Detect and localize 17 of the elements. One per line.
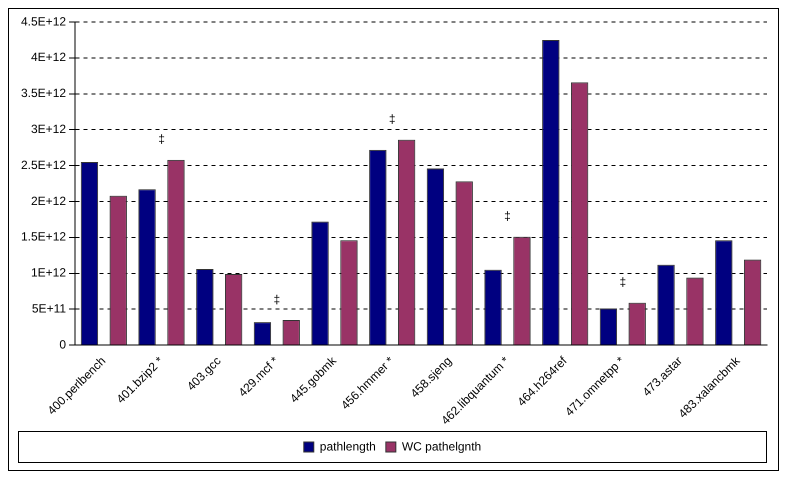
legend-label: pathlength [320,439,376,454]
y-tick-label: 1E+12 [30,266,66,280]
data-label: ‡ [158,132,165,146]
y-tick-label: 0 [59,337,66,352]
y-tick-label: 5E+11 [32,302,66,316]
y-tick-label: 4E+12 [30,50,66,64]
y-tick-label: 4.5E+12 [20,14,66,28]
y-tick-label: 2.5E+12 [20,158,66,172]
y-tick-label: 2E+12 [30,194,66,208]
data-label: ‡ [274,292,280,306]
y-tick-label: 3.5E+12 [20,86,66,100]
data-label: ‡ [504,209,511,224]
y-tick-label: 3E+12 [30,122,66,136]
legend-label: WC pathelgnth [402,439,482,454]
data-label: ‡ [388,112,396,126]
data-label: ‡ [620,275,626,290]
y-tick-label: 1.5E+12 [20,230,66,244]
